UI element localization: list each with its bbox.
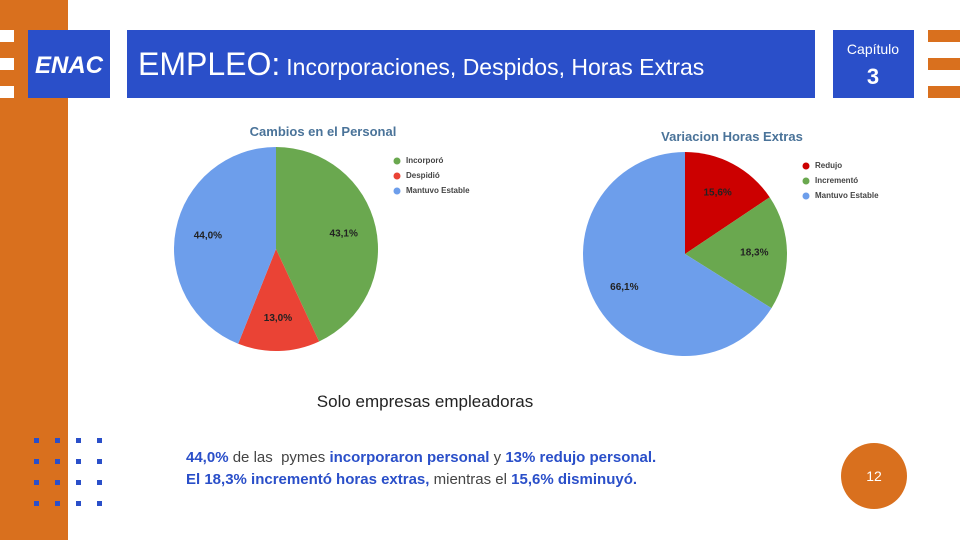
charts: Cambios en el Personal 43,1% Incorporó 13,0…: [174, 124, 879, 356]
legend-swatch: [802, 192, 810, 200]
chapter-number: 3: [867, 64, 879, 89]
page-number: 12: [866, 468, 882, 484]
dot: [34, 438, 39, 443]
dot: [76, 438, 81, 443]
chapter-label: Capítulo: [847, 41, 899, 57]
dot: [55, 480, 60, 485]
dot: [34, 501, 39, 506]
summary-run: mientras el: [429, 471, 511, 488]
left-marks: [0, 30, 14, 98]
summary-run: 15,6% disminuyó.: [511, 471, 637, 488]
data-label: 66,1%: [610, 282, 638, 293]
legend-label: Despidió: [406, 171, 440, 180]
legend-swatch: [393, 187, 401, 195]
logo: ENAC: [35, 52, 104, 79]
legend-swatch: [802, 162, 810, 170]
dot: [97, 480, 102, 485]
legend-swatch: [802, 177, 810, 185]
pie-slice: [238, 249, 320, 351]
summary-line: El 18,3% incrementó horas extras, mientr…: [186, 471, 637, 488]
dot: [76, 501, 81, 506]
dot: [34, 480, 39, 485]
dot: [97, 438, 102, 443]
summary-run: El 18,3% incrementó horas extras,: [186, 471, 429, 488]
summary-run: incorporaron personal: [329, 449, 489, 466]
summary-run: de las pymes: [229, 449, 330, 466]
summary-run: y: [489, 449, 505, 466]
dot: [97, 501, 102, 506]
pie-slice: [276, 147, 378, 342]
dot-grid: [34, 438, 102, 506]
legend-label: Incorporó: [406, 156, 443, 165]
legend-swatch: [393, 157, 401, 165]
pie-slice: [174, 147, 276, 344]
dot: [55, 459, 60, 464]
title-main: EMPLEO:: [138, 46, 280, 82]
title-sub: Incorporaciones, Despidos, Horas Extras: [286, 54, 704, 80]
chapter-box: [833, 30, 914, 98]
right-marks: [928, 30, 960, 98]
data-label: 18,3%: [740, 248, 768, 259]
dot: [55, 501, 60, 506]
pie-slice: [685, 197, 787, 309]
chart-title: Cambios en el Personal: [250, 124, 397, 139]
pie-slice: [583, 152, 772, 356]
dot: [55, 438, 60, 443]
dot: [76, 480, 81, 485]
legend-label: Incrementó: [815, 176, 858, 185]
page-badge: [841, 443, 907, 509]
note: Solo empresas empleadoras: [317, 392, 533, 411]
data-label: 43,1%: [330, 229, 358, 240]
data-label: 13,0%: [264, 313, 292, 324]
data-label: 44,0%: [194, 231, 222, 242]
dot: [34, 459, 39, 464]
dot: [76, 459, 81, 464]
title-bar: [127, 30, 815, 98]
title: EMPLEO: Incorporaciones, Despidos, Horas …: [138, 46, 704, 82]
summary-line: 44,0% de las pymes incorporaron personal…: [186, 449, 656, 466]
summary-run: 13% redujo personal.: [505, 449, 656, 466]
chart-title: Variacion Horas Extras: [661, 129, 803, 144]
data-label: 15,6%: [703, 187, 731, 198]
legend-label: Redujo: [815, 161, 842, 170]
legend-label: Mantuvo Estable: [815, 191, 879, 200]
pie-slice: [685, 152, 770, 254]
legend-label: Mantuvo Estable: [406, 186, 470, 195]
summary-run: 44,0%: [186, 449, 229, 466]
dot: [97, 459, 102, 464]
logo-box: [28, 30, 110, 98]
legend-swatch: [393, 172, 401, 180]
